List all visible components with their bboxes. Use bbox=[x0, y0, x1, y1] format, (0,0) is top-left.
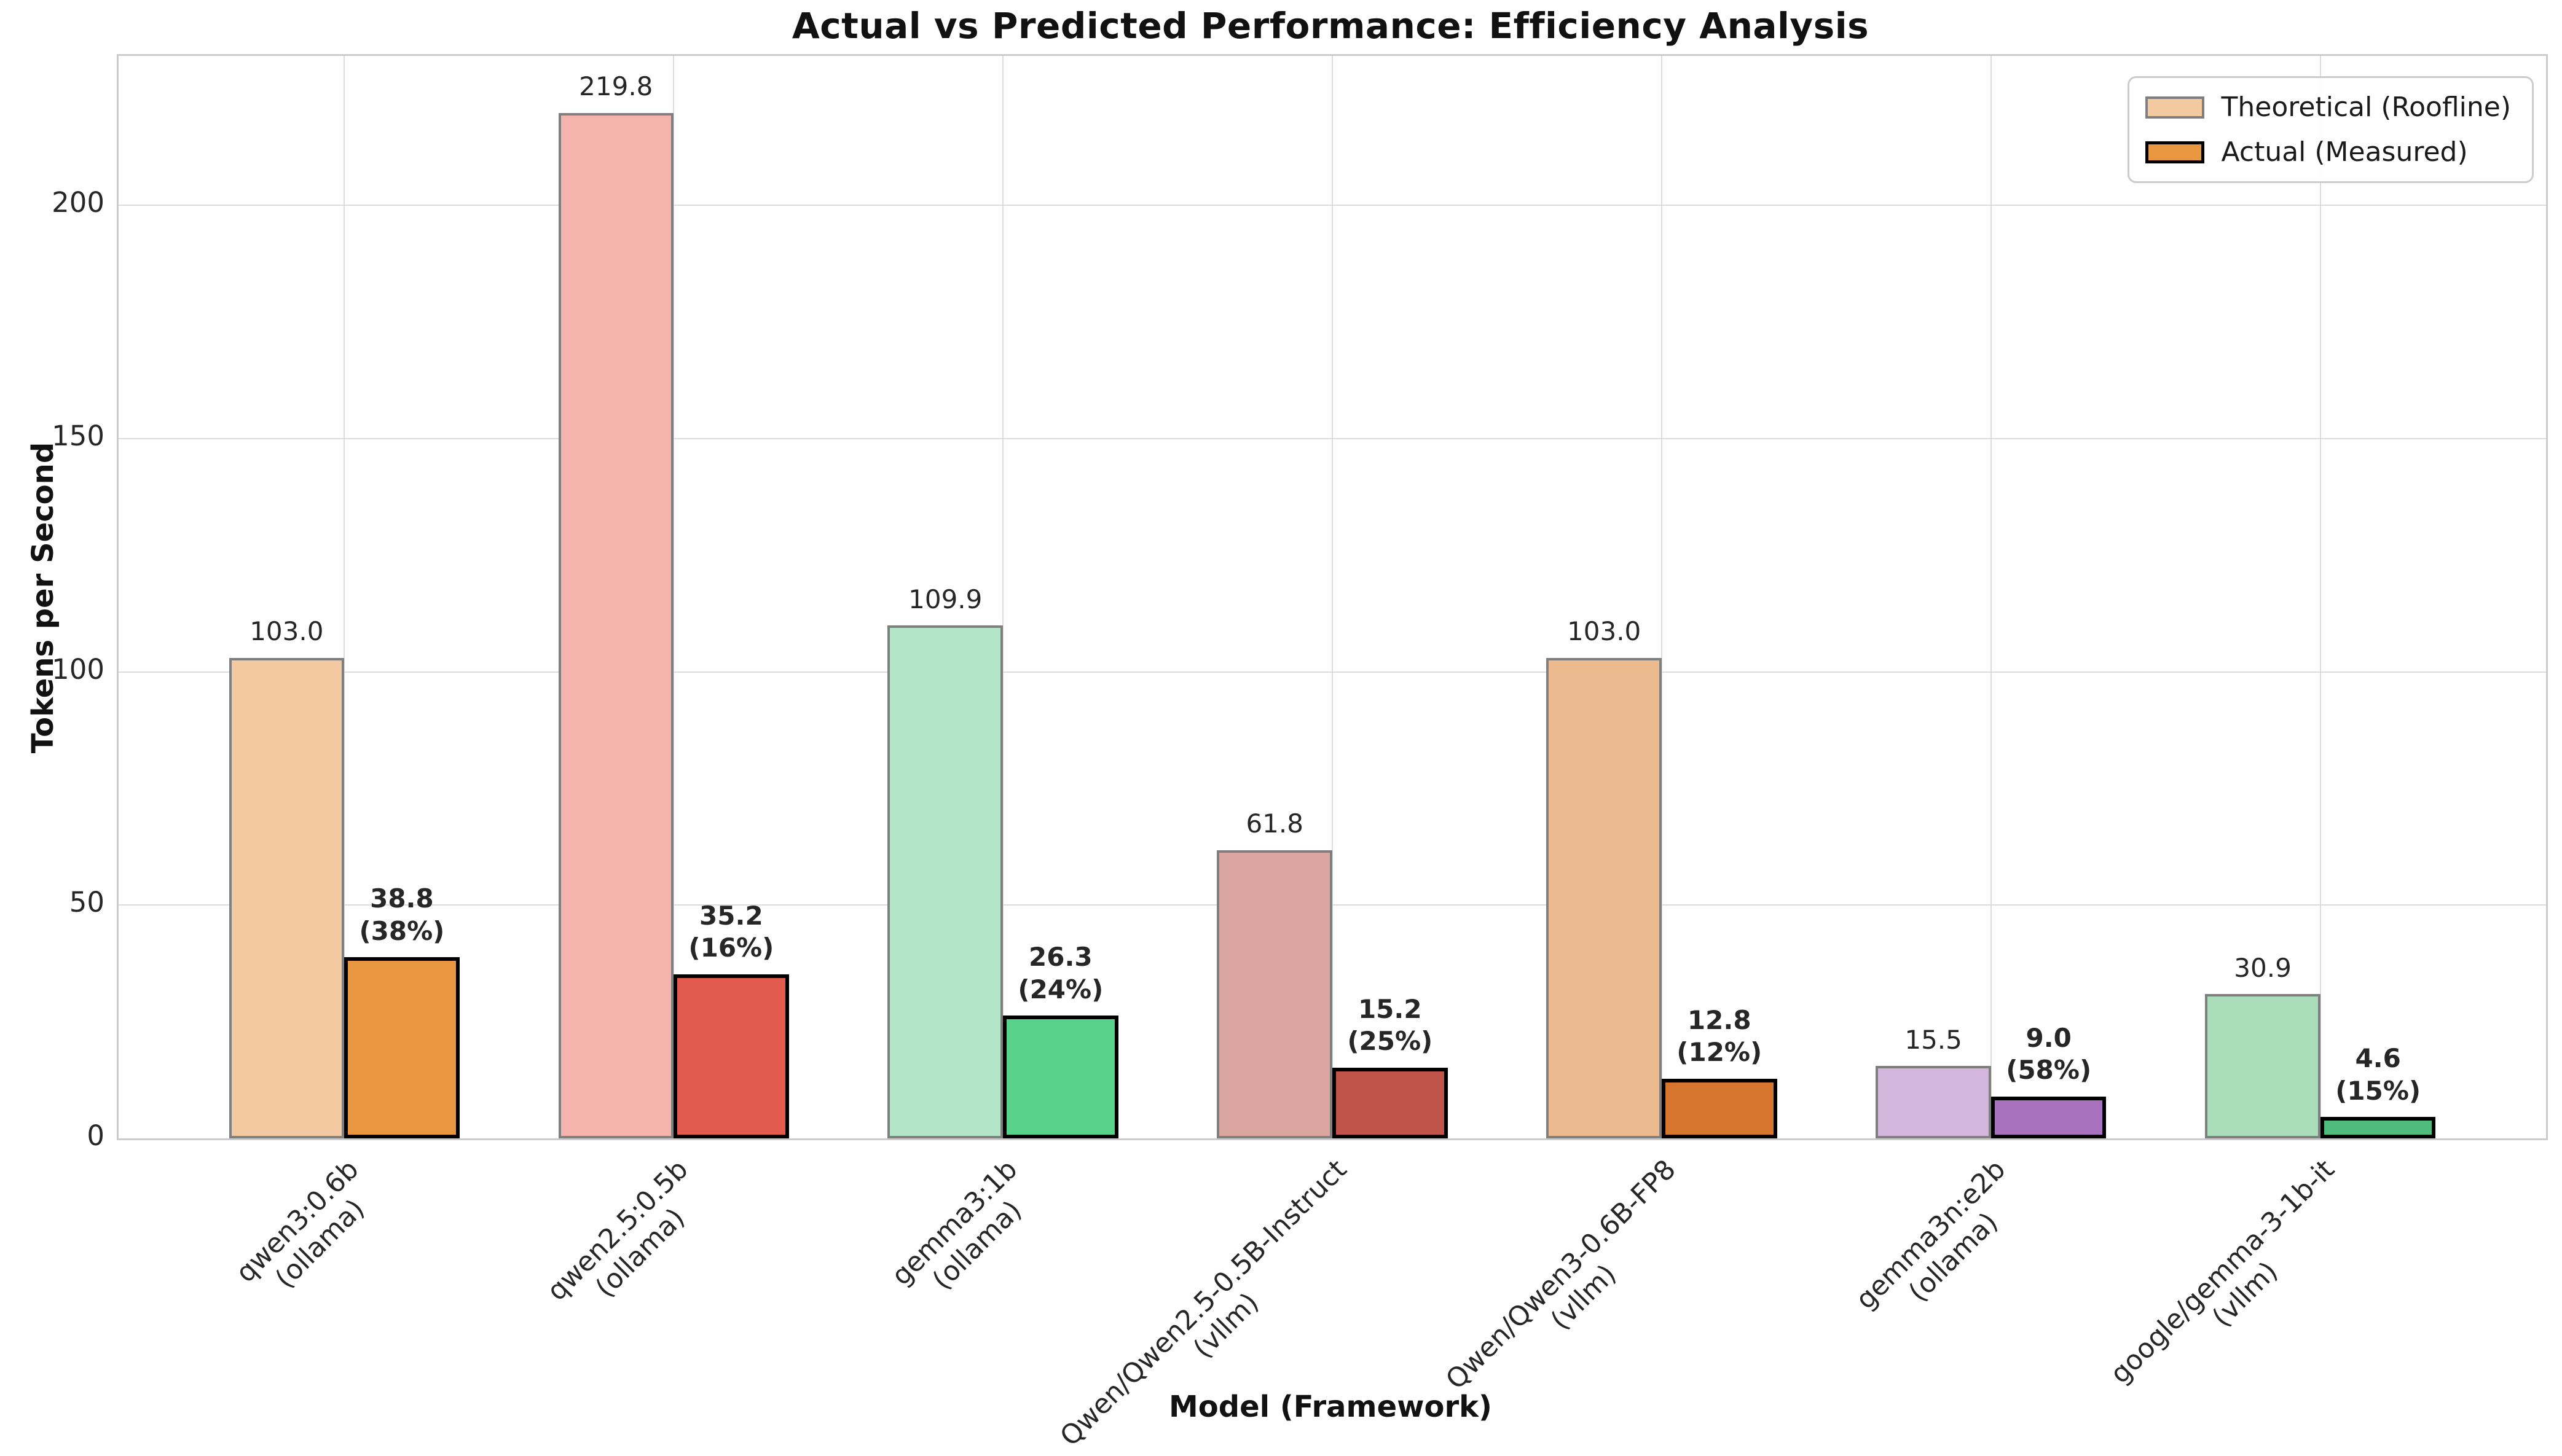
vertical-gridline bbox=[1660, 56, 1662, 1138]
x-tick-label: qwen3:0.6b (ollama) bbox=[229, 1154, 371, 1295]
legend-label: Theoretical (Roofline) bbox=[2221, 92, 2511, 123]
legend-label: Actual (Measured) bbox=[2221, 136, 2468, 168]
bar-theoretical bbox=[229, 657, 345, 1138]
actual-value-label: 35.2 (16%) bbox=[688, 900, 774, 963]
vertical-gridline bbox=[2319, 56, 2321, 1138]
theoretical-value-label: 15.5 bbox=[1904, 1024, 1962, 1055]
x-axis-label: Model (Framework) bbox=[1169, 1390, 1492, 1424]
y-tick-label: 100 bbox=[52, 652, 104, 686]
x-tick-label: qwen2.5:0.5b (ollama) bbox=[540, 1154, 694, 1307]
y-axis-label: Tokens per Second bbox=[26, 442, 60, 754]
actual-value-label: 9.0 (58%) bbox=[2006, 1022, 2092, 1086]
theoretical-value-label: 103.0 bbox=[250, 616, 324, 647]
bar-theoretical bbox=[2205, 994, 2320, 1138]
bar-actual bbox=[1332, 1067, 1448, 1138]
theoretical-value-label: 30.9 bbox=[2234, 952, 2292, 983]
bar-theoretical bbox=[1546, 657, 1662, 1138]
y-tick-label: 150 bbox=[52, 419, 104, 452]
actual-value-label: 4.6 (15%) bbox=[2335, 1043, 2421, 1106]
theoretical-value-label: 219.8 bbox=[579, 71, 653, 102]
y-tick-label: 200 bbox=[52, 186, 104, 219]
bar-theoretical bbox=[1217, 850, 1332, 1138]
actual-value-label: 12.8 (12%) bbox=[1676, 1004, 1762, 1068]
bar-actual bbox=[2320, 1117, 2436, 1138]
bar-actual bbox=[1003, 1016, 1118, 1138]
vertical-gridline bbox=[673, 56, 675, 1138]
vertical-gridline bbox=[1002, 56, 1004, 1138]
x-tick-label: Qwen/Qwen3-0.6B-FP8 (vllm) bbox=[1440, 1154, 1683, 1396]
bar-actual bbox=[674, 974, 789, 1138]
actual-value-label: 15.2 (25%) bbox=[1347, 993, 1433, 1057]
vertical-gridline bbox=[344, 56, 345, 1138]
actual-value-label: 26.3 (24%) bbox=[1018, 942, 1104, 1004]
theoretical-value-label: 109.9 bbox=[908, 584, 983, 614]
bar-theoretical bbox=[558, 112, 674, 1138]
bar-theoretical bbox=[887, 625, 1004, 1138]
bar-actual bbox=[1661, 1078, 1777, 1138]
legend-swatch-actual-icon bbox=[2145, 141, 2204, 163]
chart-title: Actual vs Predicted Performance: Efficie… bbox=[792, 5, 1869, 47]
theoretical-value-label: 103.0 bbox=[1567, 616, 1641, 647]
actual-value-label: 38.8 (38%) bbox=[359, 883, 445, 946]
y-tick-label: 0 bbox=[87, 1119, 104, 1152]
plot-area: 103.0 38.8 (38%) 219.8 35.2 (16%) 109.9 26.3 (24… bbox=[117, 54, 2548, 1140]
legend: Theoretical (Roofline) Actual (Measured) bbox=[2127, 76, 2534, 183]
x-tick-label: gemma3:1b (ollama) bbox=[885, 1154, 1028, 1296]
bar-actual bbox=[1990, 1096, 2107, 1138]
theoretical-value-label: 61.8 bbox=[1246, 808, 1303, 839]
x-tick-label: gemma3n:e2b (ollama) bbox=[1849, 1154, 2011, 1316]
legend-swatch-theoretical-icon bbox=[2145, 96, 2204, 119]
legend-item-theoretical: Theoretical (Roofline) bbox=[2145, 92, 2511, 123]
bar-theoretical bbox=[1876, 1066, 1991, 1138]
legend-item-actual: Actual (Measured) bbox=[2145, 136, 2511, 168]
vertical-gridline bbox=[1332, 56, 1333, 1138]
bar-actual bbox=[344, 957, 460, 1138]
y-tick-label: 50 bbox=[69, 886, 104, 919]
x-tick-label: google/gemma-3-1b-it (vllm) bbox=[2104, 1154, 2341, 1390]
vertical-gridline bbox=[1990, 56, 1992, 1138]
